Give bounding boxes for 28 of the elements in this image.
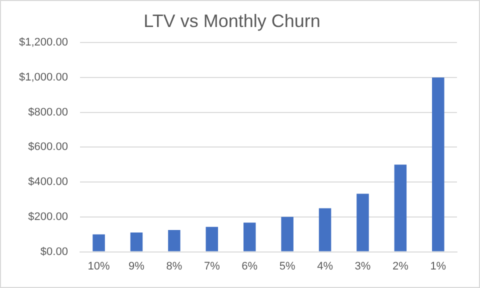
- y-tick-label: $0.00: [40, 246, 68, 258]
- x-tick-label: 7%: [204, 260, 220, 272]
- bar: [206, 226, 218, 252]
- bar: [356, 194, 369, 252]
- y-tick-label: $1,200.00: [19, 36, 68, 49]
- x-tick-label: 10%: [88, 260, 110, 272]
- bar: [281, 216, 294, 252]
- x-tick-label: 2%: [392, 260, 409, 272]
- bar: [130, 232, 143, 252]
- bar: [432, 77, 444, 252]
- bar: [243, 222, 256, 252]
- y-tick-label: $200.00: [28, 210, 68, 223]
- x-tick-label: 4%: [317, 260, 334, 272]
- bar: [318, 208, 332, 252]
- x-tick-label: 5%: [279, 260, 296, 272]
- y-tick-label: $600.00: [28, 141, 68, 154]
- y-tick-label: $800.00: [28, 106, 68, 118]
- chart-title: LTV vs Monthly Churn: [144, 10, 320, 31]
- bar: [168, 230, 180, 252]
- bar: [92, 234, 105, 252]
- x-tick-label: 6%: [242, 260, 258, 272]
- x-tick-label: 8%: [166, 260, 182, 272]
- bar: [394, 164, 407, 252]
- x-tick-label: 3%: [354, 260, 371, 272]
- x-tick-label: 9%: [128, 260, 145, 272]
- y-tick-label: $400.00: [28, 176, 68, 188]
- x-tick-label: 1%: [430, 260, 446, 272]
- y-tick-label: $1,000.00: [19, 72, 68, 84]
